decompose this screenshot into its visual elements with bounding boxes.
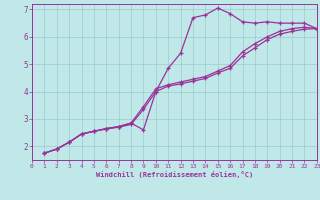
X-axis label: Windchill (Refroidissement éolien,°C): Windchill (Refroidissement éolien,°C) xyxy=(96,171,253,178)
